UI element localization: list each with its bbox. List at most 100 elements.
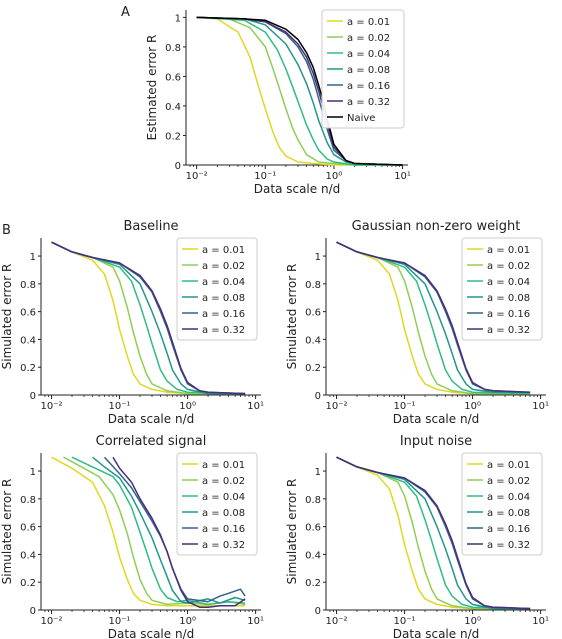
legend-label-a-0-16: a = 0.16 (347, 81, 390, 92)
series-line-a-0-32 (51, 241, 246, 395)
x-tick-label: 10¹ (532, 616, 549, 627)
chart-title: Input noise (400, 434, 472, 449)
legend-label-a-0-16: a = 0.16 (487, 524, 530, 535)
x-tick-label: 10⁰ (464, 616, 481, 627)
series-line-a-0-08 (92, 456, 246, 604)
chart-baseline: Baseline 0 0.2 0.4 0.6 0.8 1 10⁻² 10⁻¹ 10⁰ 10¹ Data… (0, 219, 264, 426)
chart-title: Baseline (123, 219, 178, 234)
x-tick-label: 10⁻¹ (394, 616, 416, 627)
series-line-a-0-01 (196, 16, 403, 166)
y-tick-label: 0.6 (20, 523, 36, 534)
legend-box (176, 452, 258, 556)
x-axis-label: Data scale n/d (254, 182, 340, 196)
y-tick-label: 0.8 (20, 280, 36, 291)
x-tick-label: 10⁰ (326, 171, 343, 182)
series-line-a-0-32 (336, 456, 531, 610)
panel-label-a: A (121, 5, 130, 20)
legend-box (461, 237, 543, 341)
legend-label-a-0-04: a = 0.04 (202, 492, 245, 503)
y-axis-label: Estimated error R (145, 35, 159, 141)
legend-label-a-0-08: a = 0.08 (202, 293, 245, 304)
y-tick-label: 1 (30, 467, 36, 478)
y-tick-label: 0.8 (305, 280, 321, 291)
y-tick-label: 1 (315, 467, 321, 478)
legend-label-a-0-02: a = 0.02 (202, 476, 245, 487)
legend-box (176, 237, 258, 341)
series-line-a-0-32 (112, 456, 246, 608)
x-tick-label: 10¹ (247, 401, 264, 412)
y-tick-label: 0 (175, 161, 181, 172)
y-axis-label: Simulated error R (285, 264, 299, 370)
x-tick-label: 10⁰ (464, 401, 481, 412)
legend-label-a-0-08: a = 0.08 (202, 508, 245, 519)
x-tick-label: 10⁻¹ (254, 171, 276, 182)
y-tick-label: 0.4 (305, 550, 321, 561)
legend-label-a-0-16: a = 0.16 (202, 524, 245, 535)
y-tick-label: 1 (30, 252, 36, 263)
legend-label-a-0-01: a = 0.01 (202, 460, 245, 471)
legend-label-a-0-01: a = 0.01 (347, 17, 390, 28)
legend-label-a-0-02: a = 0.02 (202, 261, 245, 272)
y-tick-label: 0.6 (305, 523, 321, 534)
x-tick-label: 10⁻¹ (394, 401, 416, 412)
chart-gaussian-non-zero-weight: Gaussian non-zero weight 0 0.2 0.4 0.6 0.8 1 10… (285, 219, 549, 426)
y-axis-label: Simulated error R (0, 479, 14, 585)
chart-title: Gaussian non-zero weight (352, 219, 521, 234)
legend-label-a-0-08: a = 0.08 (487, 508, 530, 519)
legend-label-a-0-02: a = 0.02 (347, 33, 390, 44)
x-axis-label: Data scale n/d (108, 627, 194, 639)
legend-label-a-0-02: a = 0.02 (487, 261, 530, 272)
legend-label-a-0-02: a = 0.02 (487, 476, 530, 487)
y-tick-label: 0 (315, 391, 321, 402)
legend-label-a-0-01: a = 0.01 (487, 460, 530, 471)
y-tick-label: 0.6 (305, 308, 321, 319)
series-line-a-0-04 (71, 456, 246, 606)
x-tick-label: 10¹ (532, 401, 549, 412)
y-tick-label: 0.2 (305, 578, 321, 589)
y-tick-label: 0.2 (305, 363, 321, 374)
legend-label-a-0-32: a = 0.32 (202, 540, 245, 551)
legend-label-a-0-04: a = 0.04 (487, 277, 530, 288)
series-line-a-0-04 (196, 16, 403, 166)
legend-label-a-0-32: a = 0.32 (202, 325, 245, 336)
legend-label-a-0-01: a = 0.01 (202, 245, 245, 256)
legend-box (461, 452, 543, 556)
y-tick-label: 0 (30, 391, 36, 402)
legend-label-a-0-04: a = 0.04 (347, 49, 390, 60)
legend-label-a-0-04: a = 0.04 (202, 277, 245, 288)
x-tick-label: 10⁰ (179, 401, 196, 412)
legend-label-a-0-01: a = 0.01 (487, 245, 530, 256)
series-line-a-0-02 (196, 16, 403, 166)
legend-label-a-0-08: a = 0.08 (347, 65, 390, 76)
x-tick-label: 10⁰ (179, 616, 196, 627)
x-axis-label: Data scale n/d (393, 412, 479, 426)
series-line-a-0-08 (196, 16, 403, 166)
series-line-naive (196, 16, 403, 166)
y-tick-label: 0.2 (20, 578, 36, 589)
x-axis-label: Data scale n/d (393, 627, 479, 639)
y-tick-label: 0.6 (20, 308, 36, 319)
legend-box (321, 9, 405, 129)
x-tick-label: 10⁻² (186, 171, 208, 182)
x-axis-label: Data scale n/d (108, 412, 194, 426)
x-tick-label: 10¹ (394, 171, 411, 182)
legend-label-a-0-32: a = 0.32 (487, 325, 530, 336)
panel-label-b: B (2, 223, 11, 238)
series-line-a-0-02 (63, 456, 246, 606)
y-tick-label: 1 (175, 13, 181, 24)
y-tick-label: 0.6 (165, 72, 181, 83)
series-line-a-0-01 (51, 241, 246, 395)
chart-title: Correlated signal (96, 434, 207, 449)
y-tick-label: 0.4 (20, 335, 36, 346)
legend-label-a-0-08: a = 0.08 (487, 293, 530, 304)
y-tick-label: 0.8 (165, 43, 181, 54)
y-tick-label: 1 (315, 252, 321, 263)
y-tick-label: 0 (315, 606, 321, 617)
y-tick-label: 0.4 (165, 102, 181, 113)
x-tick-label: 10⁻² (41, 401, 63, 412)
y-tick-label: 0.4 (20, 550, 36, 561)
series-line-a-0-01 (336, 241, 531, 395)
x-tick-label: 10⁻¹ (109, 616, 131, 627)
y-tick-label: 0.2 (165, 131, 181, 142)
